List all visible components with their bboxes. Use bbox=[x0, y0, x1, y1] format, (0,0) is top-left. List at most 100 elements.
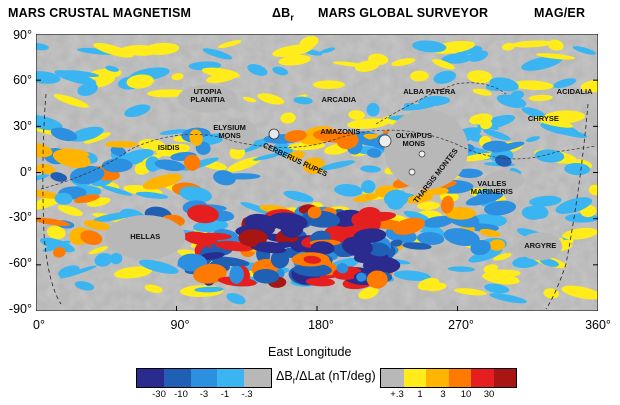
r-subscript: r bbox=[290, 12, 295, 23]
y-tick-label: 60° bbox=[13, 73, 32, 87]
anomaly-patch bbox=[171, 73, 184, 81]
anomaly-patch bbox=[348, 110, 365, 120]
anomaly-patch bbox=[252, 152, 283, 161]
anomaly-patch bbox=[482, 272, 520, 285]
place-label: ARGYRE bbox=[524, 241, 557, 251]
anomaly-patch bbox=[50, 127, 78, 142]
anomaly-patch bbox=[46, 225, 66, 240]
anomaly-patch bbox=[529, 195, 562, 207]
place-label: CHRYSE bbox=[527, 113, 559, 123]
anomaly-patch bbox=[509, 167, 522, 175]
anomaly-patch bbox=[489, 239, 505, 251]
tharsis-crater-1 bbox=[418, 150, 426, 158]
place-label: OLYMPUS MONS bbox=[395, 131, 432, 149]
anomaly-patch bbox=[229, 265, 244, 284]
anomaly-patch bbox=[284, 130, 307, 143]
anomaly-patch bbox=[253, 268, 280, 284]
anomaly-patch bbox=[521, 107, 546, 118]
anomaly-patch bbox=[126, 74, 154, 89]
anomaly-patch bbox=[564, 162, 590, 176]
map-title-right: MAG/ER bbox=[534, 6, 586, 20]
colorbar-swatch bbox=[190, 369, 218, 387]
anomaly-patch bbox=[177, 84, 238, 113]
anomaly-patch bbox=[184, 154, 201, 171]
anomaly-patch bbox=[77, 82, 98, 97]
anomaly-patch bbox=[36, 164, 56, 175]
anomaly-patch bbox=[36, 142, 53, 158]
anomaly-patch bbox=[226, 156, 262, 173]
anomaly-patch bbox=[465, 191, 504, 206]
colorbar-negative bbox=[136, 368, 272, 388]
anomaly-patch bbox=[104, 140, 139, 148]
anomaly-patch bbox=[280, 112, 296, 124]
anomaly-patch bbox=[142, 173, 182, 190]
anomaly-patch bbox=[510, 40, 554, 48]
anomaly-patch bbox=[138, 138, 166, 151]
anomaly-patch bbox=[206, 72, 237, 83]
anomaly-patch bbox=[80, 230, 103, 245]
anomaly-patch bbox=[366, 270, 388, 289]
anomaly-patch bbox=[194, 286, 224, 293]
anomaly-patch bbox=[347, 118, 389, 129]
colorbar-label-sub: r bbox=[292, 375, 296, 386]
colorbar-tick: -.3 bbox=[241, 389, 253, 400]
anomaly-patch bbox=[84, 132, 111, 144]
anomaly-patch bbox=[456, 168, 483, 178]
anomaly-patch bbox=[146, 89, 189, 98]
colorbar-tick: 1 bbox=[417, 389, 423, 400]
anomaly-patch bbox=[479, 228, 501, 237]
x-tick-label: 180° bbox=[308, 318, 334, 332]
anomaly-patch bbox=[366, 102, 380, 117]
volcano-markers bbox=[268, 128, 426, 176]
anomaly-patch bbox=[460, 152, 497, 162]
anomaly-patch bbox=[424, 282, 447, 292]
anomaly-patch bbox=[572, 46, 596, 55]
map-title-center: MARS GLOBAL SURVEYOR bbox=[318, 6, 489, 20]
x-tick-label: 0° bbox=[33, 318, 45, 332]
anomaly-patch bbox=[272, 66, 289, 76]
map-title-left: MARS CRUSTAL MAGNETISM bbox=[8, 6, 192, 20]
anomaly-patch bbox=[553, 78, 577, 89]
place-label: ARCADIA bbox=[321, 95, 357, 105]
anomaly-patch bbox=[307, 206, 322, 219]
anomaly-patch bbox=[403, 210, 430, 222]
anomaly-patch bbox=[53, 247, 66, 258]
anomaly-patch bbox=[299, 36, 319, 49]
y-tick-label: 0° bbox=[20, 165, 32, 179]
anomaly-patch bbox=[59, 265, 98, 279]
anomaly-patch bbox=[36, 42, 49, 51]
anomaly-patch bbox=[105, 65, 119, 72]
anomaly-patch bbox=[189, 129, 203, 146]
anomaly-patch bbox=[54, 192, 73, 205]
anomaly-patch bbox=[412, 40, 447, 53]
anomaly-patch bbox=[391, 58, 416, 67]
anomaly-patch bbox=[113, 266, 153, 279]
anomaly-patch bbox=[138, 259, 179, 274]
anomaly-patch bbox=[94, 252, 113, 267]
anomaly-patch bbox=[402, 242, 432, 250]
anomaly-patch bbox=[110, 252, 123, 265]
anomaly-patch bbox=[536, 53, 576, 60]
anomaly-patch bbox=[332, 61, 369, 68]
anomaly-patch bbox=[493, 253, 512, 261]
tharsis-crater-2 bbox=[408, 168, 416, 176]
anomaly-patch bbox=[518, 232, 563, 261]
x-tick-label: 270° bbox=[448, 318, 474, 332]
place-label: UTOPIA PLANITIA bbox=[190, 86, 226, 104]
anomaly-patch bbox=[489, 77, 519, 92]
anomaly-patch bbox=[303, 255, 322, 264]
place-label: ELYSIUM MONS bbox=[213, 123, 246, 141]
anomaly-patch bbox=[287, 150, 306, 161]
x-axis-label: East Longitude bbox=[268, 345, 352, 359]
anomaly-patch bbox=[83, 220, 111, 231]
anomaly-patch bbox=[145, 156, 160, 172]
y-tick-label: 90° bbox=[13, 28, 32, 42]
anomaly-patch bbox=[392, 217, 425, 235]
anomaly-patch bbox=[62, 70, 100, 78]
anomaly-patch bbox=[539, 258, 559, 267]
anomaly-patch bbox=[36, 174, 50, 182]
anomaly-patch bbox=[336, 132, 359, 150]
anomaly-patch bbox=[467, 70, 493, 84]
anomaly-patch bbox=[356, 272, 367, 282]
anomaly-patch bbox=[409, 70, 429, 82]
